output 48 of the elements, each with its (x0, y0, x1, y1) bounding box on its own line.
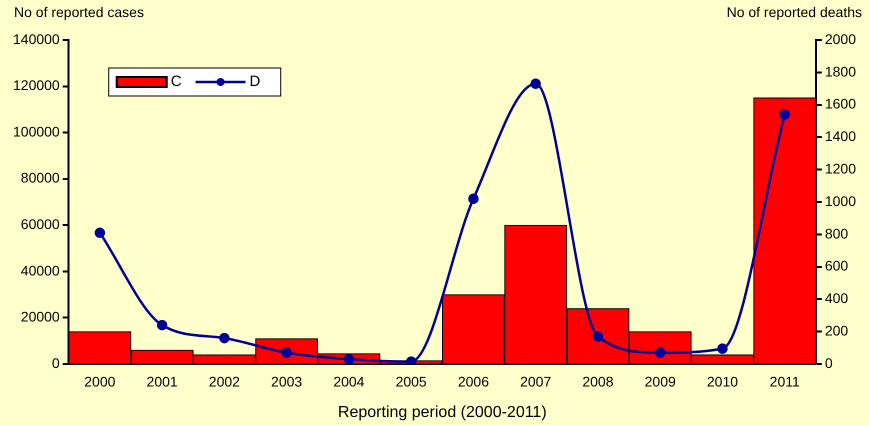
x-tick-label: 2006 (458, 373, 490, 390)
x-tick-label: 2002 (208, 373, 240, 390)
y2-tick-label: 400 (824, 290, 848, 306)
y-tick-label: 20000 (20, 308, 60, 325)
legend-label: D (250, 73, 261, 90)
point (156, 320, 168, 330)
y-tick-label: 0 (52, 354, 60, 371)
y2-tick-label: 2000 (824, 30, 856, 47)
point (281, 347, 292, 358)
y-tick-label: 60000 (20, 216, 60, 232)
x-tick-label: 2005 (396, 373, 427, 390)
x-tick-label: 2001 (146, 373, 178, 390)
y2-tick-label: 200 (824, 322, 848, 338)
y2-axis-title: No of reported deaths (726, 4, 862, 20)
y-tick-label: 100000 (13, 123, 60, 140)
y-tick-label: 140000 (13, 30, 60, 47)
y2-tick-label: 1800 (824, 63, 856, 80)
x-axis-title: Reporting period (2000-2011) (338, 404, 547, 421)
point (717, 343, 728, 354)
point (344, 354, 354, 364)
point (592, 331, 604, 342)
y2-tick-label: 1400 (824, 128, 856, 144)
point (94, 228, 106, 238)
point (219, 332, 230, 344)
point (654, 347, 666, 358)
y2-tick-label: 1600 (824, 96, 856, 112)
y2-tick-label: 0 (824, 354, 833, 371)
y-tick-label: 40000 (20, 262, 60, 278)
y-tick-label: 80000 (20, 170, 60, 186)
x-tick-label: 2010 (706, 373, 738, 390)
x-tick-label: 2011 (770, 373, 800, 390)
point (530, 78, 541, 89)
x-tick-label: 2007 (520, 373, 552, 390)
x-tick-label: 2003 (271, 373, 302, 390)
x-tick-label: 2008 (582, 373, 614, 390)
y2-tick-label: 600 (824, 258, 848, 274)
x-tick-label: 2009 (644, 373, 676, 390)
point (468, 194, 479, 204)
y-axis-title: No of reported cases (14, 4, 144, 20)
y2-tick-label: 1000 (824, 192, 856, 209)
y2-tick-label: 1200 (824, 160, 856, 176)
point (779, 109, 790, 120)
legend-label: C (170, 73, 182, 90)
y2-tick-label: 800 (824, 225, 848, 242)
point (406, 356, 416, 364)
x-tick-label: 2000 (84, 373, 116, 390)
x-tick-label: 2004 (333, 373, 365, 390)
y-tick-label: 120000 (13, 77, 60, 94)
